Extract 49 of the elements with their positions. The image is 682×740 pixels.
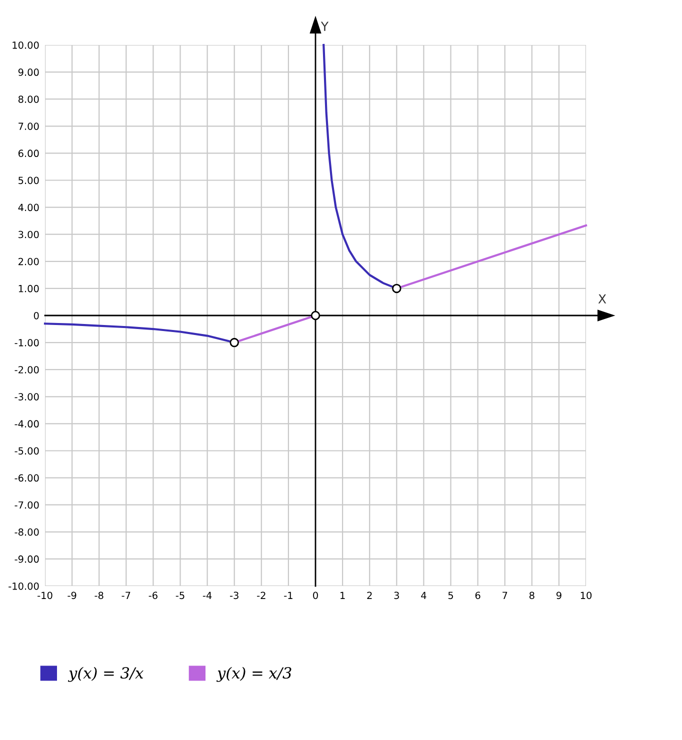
y-tick-label: 5.00 (18, 176, 39, 184)
x-tick-label: 5 (448, 592, 453, 600)
y-tick-label: 8.00 (18, 96, 39, 103)
y-tick-label: -2.00 (14, 366, 39, 374)
y-tick-label: -9.00 (14, 555, 39, 563)
x-tick-label: 4 (421, 592, 426, 599)
x-tick-label: -9 (68, 592, 76, 600)
y-tick-label: 10.00 (12, 41, 39, 49)
point (310, 310, 320, 320)
x-tick-label: 9 (556, 592, 562, 600)
x-tick-label: -7 (122, 592, 130, 599)
y-tick-label: -3.00 (14, 393, 39, 400)
y-tick-label: 3.00 (18, 230, 39, 238)
x-tick-label: -1 (284, 592, 292, 599)
point (230, 338, 239, 348)
legend-label: y(x) = x/3 (216, 666, 292, 682)
y-tick-label: 2.00 (18, 258, 39, 266)
y-axis-title: Y (320, 22, 329, 31)
y-tick-label: 7.00 (18, 122, 39, 130)
x-tick-label: 1 (340, 592, 345, 599)
x-tick-label: -4 (202, 592, 212, 599)
y-tick-label: 9.00 (18, 68, 39, 76)
x-tick-label: 10 (580, 592, 592, 600)
point (392, 284, 402, 294)
y-tick-label: 1.00 (18, 284, 39, 292)
x-tick-label: 7 (502, 592, 508, 599)
y-tick-label: -5.00 (14, 447, 39, 455)
x-tick-label: -2 (257, 592, 266, 599)
x-tick-label: 6 (475, 592, 480, 600)
y-tick-label: 0 (34, 312, 39, 320)
y-tick-label: 6.00 (18, 150, 39, 158)
x-tick-label: 3 (394, 592, 399, 600)
x-tick-label: 8 (529, 592, 534, 600)
x-tick-label: -8 (94, 592, 104, 600)
x-tick-label: -5 (176, 592, 184, 600)
x-tick-label: 2 (367, 592, 372, 599)
y-tick-label: -1.00 (14, 339, 39, 346)
x-tick-label: -6 (148, 592, 158, 600)
legend-label: y(x) = 3/x (68, 666, 144, 682)
x-tick-label: -10 (38, 592, 52, 600)
x-tick-label: -3 (230, 592, 238, 600)
y-tick-label: -10.00 (8, 582, 39, 590)
y-tick-label: -8.00 (14, 528, 39, 536)
x-tick-label: 0 (313, 592, 318, 600)
y-tick-label: -7.00 (14, 501, 39, 509)
x-axis-title: X (598, 294, 606, 304)
y-tick-label: -6.00 (14, 474, 39, 482)
y-tick-label: 4.00 (18, 204, 39, 212)
y-tick-label: -4.00 (14, 420, 39, 428)
